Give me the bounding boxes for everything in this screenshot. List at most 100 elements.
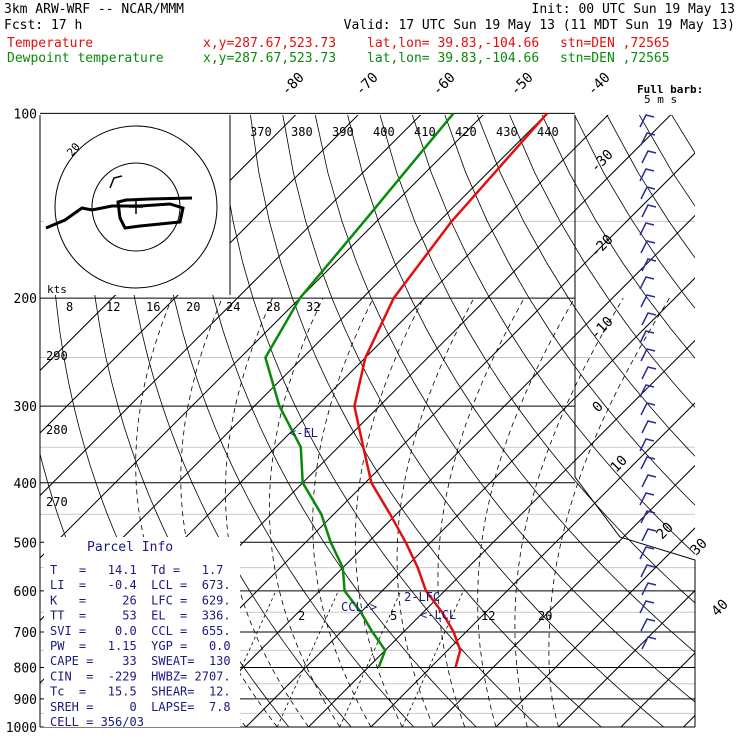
parcel-row-10: CELL = 356/03 [50, 715, 144, 729]
legend-dewpoint: Dewpoint temperature [7, 51, 164, 66]
pressure-label-800: 800 [14, 662, 37, 677]
isotherm-label-8: 0 [590, 399, 607, 416]
valid-time: Valid: 17 UTC Sun 19 May 13 (11 MDT Sun … [344, 18, 735, 33]
speed-label-12: 12 [106, 300, 120, 314]
dry-adiabat-360 [380, 113, 740, 727]
isotherm-label-11: 30 [688, 536, 711, 559]
init-time: Init: 00 UTC Sun 19 May 13 [532, 2, 736, 17]
theta-label-400: 400 [373, 125, 395, 139]
mixing-ratio-label-20: 20 [538, 609, 552, 623]
mixing-ratio-label-2: 2 [298, 609, 305, 623]
moist-adiabat-25 [438, 298, 524, 727]
legend-temperature-stn: stn=DEN ,72565 [560, 36, 670, 51]
annotation-lfc: 2-LFC [404, 590, 440, 604]
isotherm-label-4: -40 [585, 70, 614, 99]
moist-adiabat-35 [515, 298, 623, 727]
dry-adiabat-370 [412, 113, 740, 727]
dry-adiabat-330 [283, 113, 664, 727]
annotation-el: <-EL [289, 426, 318, 440]
mixing-ratio-label-12: 12 [481, 609, 495, 623]
isotherm-20 [434, 113, 740, 727]
parcel-info-title: Parcel Info [87, 540, 173, 555]
legend-temperature-latlon: lat,lon= 39.83,-104.66 [367, 36, 539, 51]
wind-barb-23 [642, 529, 656, 541]
wind-barb-28 [641, 619, 655, 631]
isotherm-label-9: 10 [608, 453, 631, 476]
barb-legend-line2: 5 m s [644, 93, 677, 106]
pressure-label-300: 300 [14, 400, 37, 415]
hodograph-inset: 20 kts [44, 115, 230, 296]
isotherm-label-1: -70 [353, 70, 382, 99]
wind-barb-14 [642, 367, 656, 379]
parcel-row-1: LI = -0.4 LCL = 673. [50, 578, 231, 592]
dewpoint-trace [265, 113, 453, 667]
dry-adiabat-430 [606, 113, 740, 727]
wind-barb-27 [640, 601, 654, 613]
pressure-label-100: 100 [14, 107, 37, 122]
speed-label-28: 28 [266, 300, 280, 314]
left-axis-labels: 290 280 270 [46, 349, 68, 509]
parcel-row-6: CAPE = 33 SWEAT= 130 [50, 654, 231, 668]
speed-label-24: 24 [226, 300, 240, 314]
theta-label-420: 420 [455, 125, 477, 139]
speed-label-32: 32 [306, 300, 320, 314]
wind-barb-20 [642, 475, 656, 487]
legend-temperature: Temperature [7, 36, 93, 51]
legend-dewpoint-xy: x,y=287.67,523.73 [203, 51, 336, 66]
pressure-label-500: 500 [14, 536, 37, 551]
parcel-row-0: T = 14.1 Td = 1.7 [50, 563, 223, 577]
isotherm-label-2: -60 [430, 70, 459, 99]
legend-dewpoint-latlon: lat,lon= 39.83,-104.66 [367, 51, 539, 66]
dry-adiabat-450 [671, 113, 740, 727]
forecast-hour: Fcst: 17 h [4, 18, 82, 33]
left-label-280: 280 [46, 423, 68, 437]
left-label-290: 290 [46, 349, 68, 363]
dry-adiabat-390 [477, 113, 740, 727]
wind-barb-5 [642, 205, 656, 217]
pressure-label-700: 700 [14, 626, 37, 641]
wind-barb-19 [641, 457, 655, 469]
dry-adiabat-440 [638, 113, 740, 727]
theta-label-390: 390 [332, 125, 354, 139]
theta-label-430: 430 [496, 125, 518, 139]
parcel-row-2: K = 26 LFC = 629. [50, 593, 231, 607]
hodograph-units: kts [47, 283, 67, 296]
wind-barb-0 [640, 115, 654, 127]
isotherm-60 [684, 113, 740, 727]
wind-barb-15 [640, 385, 654, 397]
parcel-info-rows: T = 14.1 Td = 1.7LI = -0.4 LCL = 673.K =… [50, 563, 231, 729]
pressure-label-200: 200 [14, 292, 37, 307]
wind-barb-9 [640, 277, 654, 289]
model-title: 3km ARW-WRF -- NCAR/MMM [4, 2, 184, 17]
parcel-row-9: SREH = 0 LAPSE= 7.8 [50, 700, 231, 714]
pressure-label-1000: 1000 [6, 721, 37, 736]
speed-label-20: 20 [186, 300, 200, 314]
parcel-row-7: CIN = -229 HWBZ= 2707. [50, 669, 231, 683]
parcel-info-box: Parcel Info T = 14.1 Td = 1.7LI = -0.4 L… [44, 537, 240, 729]
theta-label-380: 380 [291, 125, 313, 139]
isotherm--10 [246, 113, 740, 727]
parcel-row-8: Tc = 15.5 SHEAR= 12. [50, 685, 231, 699]
moist-adiabat-5 [269, 298, 339, 727]
pressure-label-400: 400 [14, 477, 37, 492]
theta-label-440: 440 [537, 125, 559, 139]
parcel-row-4: SVI = 0.0 CCL = 655. [50, 624, 231, 638]
dry-adiabat-350 [347, 113, 740, 727]
wind-barb-12 [640, 331, 654, 343]
theta-label-370: 370 [250, 125, 272, 139]
wind-barb-29 [642, 637, 656, 649]
speed-label-16: 16 [146, 300, 160, 314]
isotherm-label-10: 20 [654, 520, 677, 543]
isotherm-label-5: -30 [588, 147, 617, 176]
dry-adiabat-410 [541, 113, 740, 727]
left-label-270: 270 [46, 495, 68, 509]
speed-label-8: 8 [66, 300, 73, 314]
wind-barb-2 [642, 151, 656, 163]
annotation-lcl: <-LCL [420, 608, 456, 622]
pressure-label-600: 600 [14, 585, 37, 600]
parcel-row-5: PW = 1.15 YGP = 0.0 [50, 639, 231, 653]
isotherm-label-0: -80 [279, 70, 308, 99]
